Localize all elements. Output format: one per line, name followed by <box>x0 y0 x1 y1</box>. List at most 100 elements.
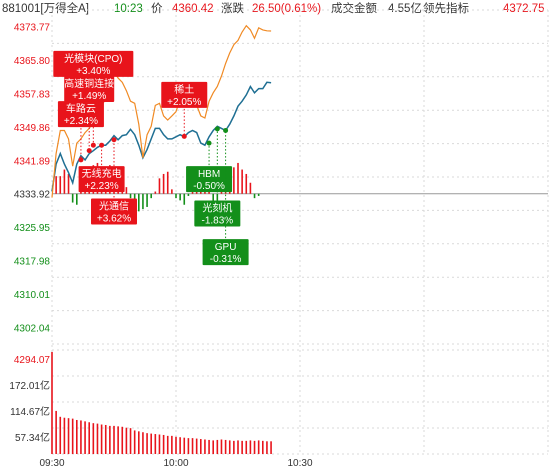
volume-bar <box>67 418 70 454</box>
flow-bar <box>216 193 219 207</box>
volume-bar <box>175 436 177 454</box>
y-tick-label: 4373.77 <box>14 23 51 34</box>
flow-bar <box>150 193 152 199</box>
volume-bar <box>224 439 227 454</box>
annotation-dot <box>111 137 117 143</box>
flow-bar <box>125 187 128 194</box>
volume-bar <box>109 425 111 454</box>
volume-bar <box>187 438 190 454</box>
flow-bar <box>71 193 74 203</box>
y-tick-label: 4333.92 <box>14 190 51 201</box>
volume-bar <box>208 439 210 454</box>
flow-bar <box>241 169 243 194</box>
volume-bar <box>146 433 148 454</box>
flow-bar <box>146 193 148 207</box>
y-tick-label: 4325.95 <box>14 223 51 234</box>
volume-bar <box>121 426 124 454</box>
turnover-value: 4.55亿 <box>388 3 422 15</box>
flow-bar <box>179 193 181 201</box>
annotation-label: 光通信 <box>99 199 129 212</box>
flow-bar <box>154 191 157 194</box>
annotation-value: -0.50% <box>193 181 225 192</box>
change-label: 涨跌 <box>221 3 244 15</box>
flow-bar <box>171 189 173 194</box>
annotation-dot <box>86 148 92 154</box>
volume-bar <box>104 424 107 454</box>
y-tick-label: 4302.04 <box>14 323 51 334</box>
annotation-tag: GPU-0.31% <box>202 128 249 266</box>
y-tick-label: 4349.86 <box>14 123 51 134</box>
volume-bar <box>51 351 53 454</box>
annotation-label: 光模块(CPO) <box>64 52 122 65</box>
volume-bar <box>245 440 248 454</box>
volume-tick-label: 57.34亿 <box>15 431 50 444</box>
volume-bar <box>117 426 119 454</box>
volume-bar <box>220 439 223 454</box>
volume-bar <box>237 440 239 454</box>
y-tick-label: 4357.83 <box>14 90 51 101</box>
volume-bar <box>96 423 99 454</box>
volume-bar <box>195 438 198 454</box>
flow-bar <box>55 176 57 194</box>
volume-bar <box>166 435 169 454</box>
volume-bar <box>262 440 264 454</box>
volume-bar <box>133 430 136 454</box>
flow-bar <box>237 162 239 194</box>
flow-bar <box>212 193 214 205</box>
leading-label: 领先指标 <box>423 3 469 15</box>
volume-bar <box>63 417 66 454</box>
annotation-label: 无线充电 <box>82 167 122 180</box>
annotation-dot <box>214 126 220 132</box>
volume-bar <box>270 441 272 454</box>
annotation-box <box>78 166 125 193</box>
flow-bar <box>245 173 248 194</box>
volume-bar <box>233 440 235 454</box>
volume-bar <box>257 440 260 454</box>
volume-bar <box>204 439 206 454</box>
price-line <box>51 81 272 192</box>
flow-bar <box>129 193 132 199</box>
volume-bar <box>138 431 140 454</box>
flow-bar <box>158 178 161 194</box>
annotation-tag: 稀土+2.05% <box>161 81 208 139</box>
annotation-box <box>57 101 104 128</box>
x-tick-label: 10:00 <box>163 458 188 469</box>
volume-bar <box>191 438 194 454</box>
volume-bar <box>100 424 103 454</box>
annotation-label: GPU <box>215 242 237 253</box>
annotation-label: 光刻机 <box>202 202 232 215</box>
quote-header: 881001[万得全A] 10:23 价 4360.42 涨跌 26.50(0.… <box>0 0 550 18</box>
volume-bar <box>88 422 90 454</box>
volume-tick-label: 4294.07 <box>14 355 51 366</box>
flow-bar <box>59 176 62 194</box>
volume-bar <box>249 440 252 454</box>
annotation-tag: HBM-0.50% <box>186 140 233 193</box>
volume-bar <box>113 425 115 454</box>
change-value: 26.50(0.61%) <box>252 3 322 15</box>
annotation-label: 车路云 <box>66 102 96 115</box>
annotation-dot <box>223 128 229 134</box>
annotation-value: -1.83% <box>201 216 233 227</box>
y-tick-label: 4365.80 <box>14 56 51 67</box>
volume-bar <box>253 440 256 454</box>
volume-bar <box>200 439 202 454</box>
volume-bar <box>228 440 231 454</box>
annotation-box <box>91 198 137 225</box>
annotation-box <box>186 166 233 193</box>
flow-bar <box>257 193 260 196</box>
annotation-value: +3.62% <box>97 213 131 224</box>
annotation-dot <box>206 140 212 146</box>
flow-bar <box>253 193 256 199</box>
volume-bar <box>171 435 173 454</box>
annotation-tag: 车路云+2.34% <box>57 101 104 163</box>
volume-bar <box>216 439 219 454</box>
annotation-box <box>53 50 134 77</box>
volume-bar <box>266 441 268 454</box>
flow-bar <box>175 193 177 199</box>
quote-time: 10:23 <box>114 3 143 15</box>
annotation-tag: 高速铜连接+1.49% <box>64 76 115 154</box>
y-tick-label: 4317.98 <box>14 257 51 268</box>
volume-tick-label: 114.67亿 <box>10 405 50 418</box>
volume-bar <box>179 437 181 454</box>
